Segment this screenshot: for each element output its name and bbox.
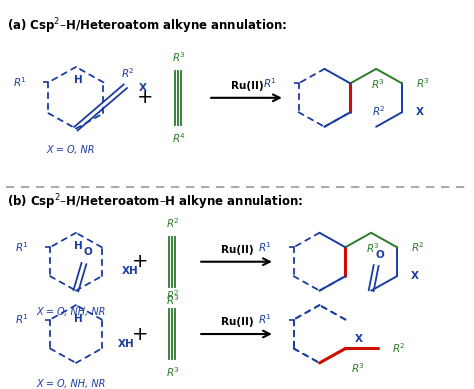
Text: R$^2$: R$^2$ (166, 216, 179, 230)
Text: H: H (73, 314, 82, 324)
Text: (a) Csp$^2$–H/Heteroatom alkyne annulation:: (a) Csp$^2$–H/Heteroatom alkyne annulati… (8, 17, 288, 37)
Text: +: + (132, 324, 149, 343)
Text: R$^2$: R$^2$ (392, 342, 405, 356)
Text: X: X (354, 334, 362, 344)
Text: XH: XH (122, 266, 138, 276)
Text: H: H (73, 75, 82, 86)
Text: R$^3$: R$^3$ (366, 241, 380, 255)
Text: X: X (139, 83, 147, 93)
Text: X = O, NH, NR: X = O, NH, NR (36, 379, 106, 389)
Text: X: X (416, 107, 424, 117)
Text: Ru(II): Ru(II) (221, 317, 253, 328)
Text: R$^3$: R$^3$ (166, 293, 179, 307)
Text: X = O, NH, NR: X = O, NH, NR (36, 307, 106, 317)
Text: R$^2$: R$^2$ (411, 240, 424, 254)
Text: XH: XH (118, 339, 135, 349)
Text: R$^3$: R$^3$ (416, 77, 429, 90)
Text: R$^1$: R$^1$ (258, 313, 272, 326)
Text: O: O (376, 250, 384, 260)
Text: R$^1$: R$^1$ (15, 313, 28, 326)
Text: Ru(II): Ru(II) (231, 81, 263, 91)
Text: X = O, NR: X = O, NR (47, 145, 95, 155)
Text: +: + (137, 88, 154, 107)
Text: R$^3$: R$^3$ (172, 51, 185, 64)
Text: R$^3$: R$^3$ (166, 366, 179, 380)
Text: H: H (73, 241, 82, 251)
Text: R$^4$: R$^4$ (172, 131, 185, 145)
Text: R$^1$: R$^1$ (264, 77, 277, 90)
Text: Ru(II): Ru(II) (221, 245, 253, 255)
Text: O: O (83, 247, 92, 257)
Text: R$^1$: R$^1$ (13, 75, 26, 89)
Text: R$^2$: R$^2$ (372, 104, 385, 118)
Text: R$^1$: R$^1$ (15, 240, 28, 254)
Text: R$^2$: R$^2$ (166, 289, 179, 302)
Text: +: + (132, 252, 149, 271)
Text: R$^1$: R$^1$ (258, 240, 272, 254)
Text: R$^3$: R$^3$ (351, 361, 364, 375)
Text: R$^3$: R$^3$ (372, 77, 385, 91)
Text: X: X (411, 271, 419, 281)
Text: R$^2$: R$^2$ (121, 66, 134, 80)
Text: (b) Csp$^2$–H/Heteroatom–H alkyne annulation:: (b) Csp$^2$–H/Heteroatom–H alkyne annula… (8, 192, 304, 212)
